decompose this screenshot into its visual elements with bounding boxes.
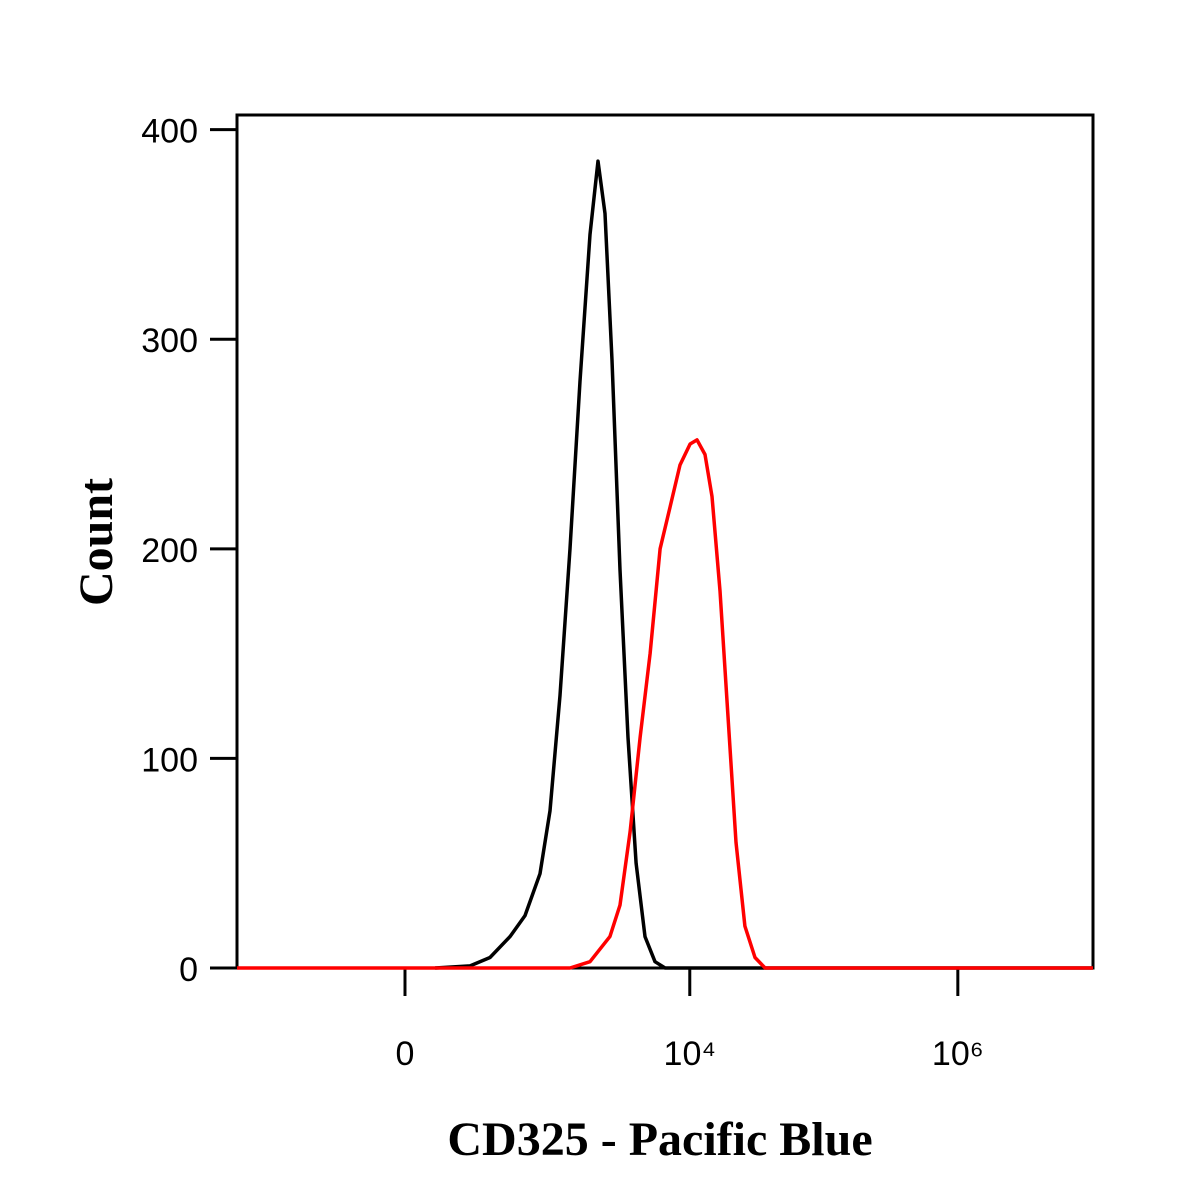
x-tick-label: 10⁴ [664,1035,716,1073]
x-tick-label: 10⁶ [932,1035,984,1073]
plot-frame [235,113,1095,970]
x-axis-label: CD325 - Pacific Blue [447,1113,872,1166]
histogram-line [434,159,1093,970]
y-tick-label: 200 [141,532,198,570]
y-tick-label: 300 [141,322,198,360]
y-tick-label: 100 [141,741,198,779]
y-axis-label: Count [70,478,123,606]
histogram-line [237,438,1093,970]
y-tick-label: 0 [179,951,198,989]
y-tick-label: 400 [141,113,198,151]
x-tick-label: 0 [396,1035,415,1073]
